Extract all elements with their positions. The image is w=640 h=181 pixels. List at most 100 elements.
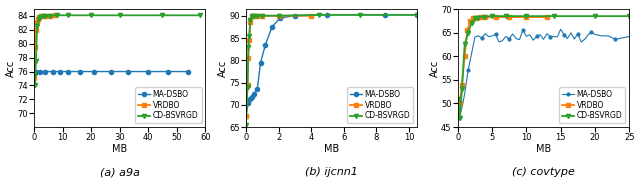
VRDBO xyxy=(246,21,254,24)
Line: MA-DSBO: MA-DSBO xyxy=(244,13,419,118)
VRDBO xyxy=(458,83,466,86)
CD-BSVRGD xyxy=(461,43,468,46)
MA-DSBO xyxy=(242,115,250,117)
MA-DSBO xyxy=(478,37,486,39)
MA-DSBO xyxy=(324,14,332,16)
CD-BSVRGD xyxy=(468,22,476,24)
CD-BSVRGD xyxy=(591,15,599,17)
VRDBO xyxy=(52,14,60,16)
MA-DSBO xyxy=(244,102,252,104)
MA-DSBO xyxy=(564,37,572,40)
VRDBO xyxy=(248,15,256,17)
VRDBO xyxy=(492,16,499,18)
MA-DSBO xyxy=(584,34,592,36)
MA-DSBO xyxy=(550,35,557,37)
MA-DSBO xyxy=(164,70,172,73)
CD-BSVRGD xyxy=(244,46,252,48)
CD-BSVRGD xyxy=(65,14,72,16)
VRDBO xyxy=(31,46,38,48)
CD-BSVRGD xyxy=(42,15,49,17)
VRDBO xyxy=(32,29,40,31)
CD-BSVRGD xyxy=(159,14,166,16)
CD-BSVRGD xyxy=(245,35,253,37)
CD-BSVRGD xyxy=(87,14,95,16)
VRDBO xyxy=(469,17,477,20)
MA-DSBO xyxy=(554,36,561,38)
MA-DSBO xyxy=(124,70,132,73)
MA-DSBO xyxy=(618,37,626,39)
MA-DSBO xyxy=(591,33,599,35)
MA-DSBO xyxy=(567,32,575,34)
CD-BSVRGD xyxy=(31,84,38,87)
VRDBO xyxy=(34,18,42,20)
MA-DSBO xyxy=(509,33,516,35)
MA-DSBO xyxy=(612,38,620,41)
VRDBO xyxy=(307,15,315,17)
MA-DSBO xyxy=(184,70,192,73)
CD-BSVRGD xyxy=(53,14,61,16)
MA-DSBO xyxy=(90,70,98,73)
VRDBO xyxy=(275,15,282,17)
VRDBO xyxy=(46,15,54,17)
CD-BSVRGD xyxy=(35,18,42,21)
MA-DSBO xyxy=(56,70,63,73)
MA-DSBO xyxy=(76,70,83,73)
MA-DSBO xyxy=(512,37,520,40)
X-axis label: MB: MB xyxy=(324,144,339,154)
CD-BSVRGD xyxy=(36,16,44,18)
MA-DSBO xyxy=(560,33,568,36)
CD-BSVRGD xyxy=(522,15,530,17)
VRDBO xyxy=(461,55,468,57)
MA-DSBO xyxy=(488,35,496,37)
Text: (b) ijcnn1: (b) ijcnn1 xyxy=(305,167,358,177)
Y-axis label: Acc: Acc xyxy=(429,59,440,77)
MA-DSBO xyxy=(526,34,534,36)
MA-DSBO xyxy=(570,38,578,40)
VRDBO xyxy=(476,16,484,18)
Line: CD-BSVRGD: CD-BSVRGD xyxy=(456,14,631,120)
CD-BSVRGD xyxy=(456,117,464,119)
MA-DSBO xyxy=(481,33,489,35)
CD-BSVRGD xyxy=(259,15,266,17)
MA-DSBO xyxy=(625,35,633,38)
VRDBO xyxy=(259,15,266,17)
CD-BSVRGD xyxy=(464,31,472,34)
MA-DSBO xyxy=(522,35,530,37)
MA-DSBO xyxy=(42,70,49,73)
MA-DSBO xyxy=(413,14,421,16)
CD-BSVRGD xyxy=(253,15,261,17)
VRDBO xyxy=(253,15,261,17)
MA-DSBO xyxy=(471,36,479,38)
MA-DSBO xyxy=(253,88,261,90)
VRDBO xyxy=(33,20,41,23)
VRDBO xyxy=(39,15,47,17)
VRDBO xyxy=(30,77,38,80)
MA-DSBO xyxy=(36,70,44,73)
MA-DSBO xyxy=(598,35,605,37)
VRDBO xyxy=(506,16,513,18)
MA-DSBO xyxy=(547,35,554,38)
CD-BSVRGD xyxy=(625,15,633,17)
CD-BSVRGD xyxy=(116,14,124,16)
Line: VRDBO: VRDBO xyxy=(244,14,313,118)
Text: (c) covtype: (c) covtype xyxy=(512,167,575,177)
Line: VRDBO: VRDBO xyxy=(456,15,549,117)
CD-BSVRGD xyxy=(454,98,461,100)
MA-DSBO xyxy=(580,38,588,41)
Legend: MA-DSBO, VRDBO, CD-BSVRGD: MA-DSBO, VRDBO, CD-BSVRGD xyxy=(559,87,625,123)
MA-DSBO xyxy=(108,70,115,73)
MA-DSBO xyxy=(248,96,255,98)
VRDBO xyxy=(36,16,44,18)
MA-DSBO xyxy=(577,41,585,43)
CD-BSVRGD xyxy=(471,17,479,20)
VRDBO xyxy=(472,16,480,19)
MA-DSBO xyxy=(574,33,582,35)
MA-DSBO xyxy=(276,17,284,19)
MA-DSBO xyxy=(605,35,612,37)
VRDBO xyxy=(467,20,474,22)
Line: MA-DSBO: MA-DSBO xyxy=(32,70,190,77)
MA-DSBO xyxy=(262,44,269,46)
VRDBO xyxy=(463,29,471,31)
Line: VRDBO: VRDBO xyxy=(32,13,58,81)
CD-BSVRGD xyxy=(38,15,46,17)
